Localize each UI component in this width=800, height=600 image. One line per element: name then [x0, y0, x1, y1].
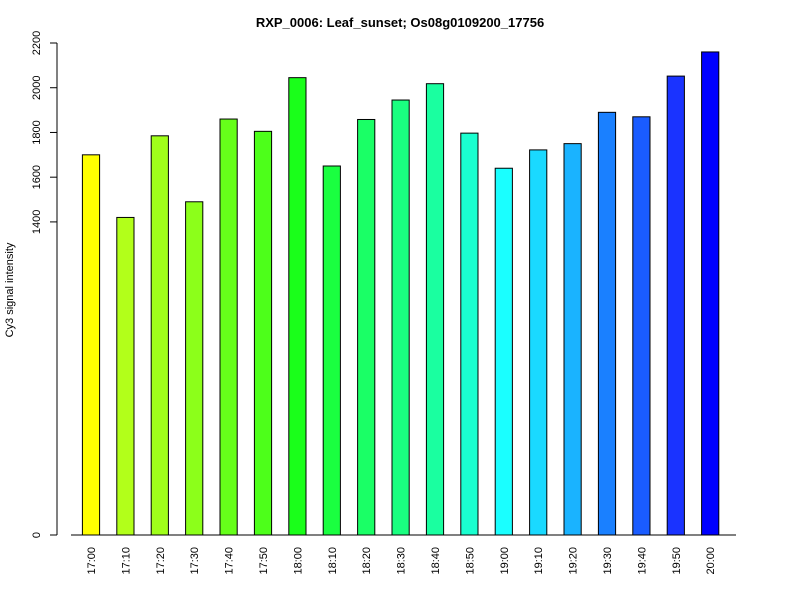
x-tick-label: 17:50: [258, 547, 270, 575]
x-tick-label: 18:00: [292, 547, 304, 575]
bar-1810: [322, 165, 341, 536]
bar-1900: [494, 167, 513, 536]
bar-1700: [81, 154, 101, 536]
bar-1800: [288, 77, 307, 536]
y-tick-label: 1400: [31, 210, 43, 234]
bar-1850: [460, 132, 479, 536]
x-tick-label: 19:50: [671, 547, 683, 575]
y-axis-label: Cy3 signal intensity: [4, 242, 16, 337]
y-tick-label: 1600: [31, 165, 43, 189]
x-tick-label: 19:30: [602, 547, 614, 575]
x-tick-label: 17:30: [189, 547, 201, 575]
x-tick-label: 18:40: [430, 547, 442, 575]
x-tick-label: 17:40: [224, 547, 236, 575]
y-tick-label: 2200: [31, 31, 43, 55]
x-tick-label: 17:10: [120, 547, 132, 575]
bars: [81, 51, 720, 536]
bar-2000: [701, 51, 720, 536]
x-tick-label: 18:10: [327, 547, 339, 575]
x-tick-label: 18:50: [464, 547, 476, 575]
x-tick-label: 19:10: [533, 547, 545, 575]
bar-1940: [632, 116, 651, 536]
bar-1950: [666, 75, 685, 536]
x-tick-label: 19:20: [568, 547, 580, 575]
x-tick-label: 18:20: [361, 547, 373, 575]
bar-1750: [253, 130, 273, 536]
x-tick-label: 19:00: [499, 547, 511, 575]
bar-1710: [116, 216, 135, 536]
x-tick-label: 17:20: [155, 547, 167, 575]
y-tick-label: 1800: [31, 120, 43, 144]
bar-1920: [563, 143, 582, 536]
y-tick-label: 2000: [31, 75, 43, 99]
y-tick-label: 0: [31, 532, 43, 538]
x-tick-label: 19:40: [636, 547, 648, 575]
bar-1910: [529, 149, 548, 536]
chart-title: RXP_0006: Leaf_sunset; Os08g0109200_1775…: [256, 15, 544, 30]
bar-1930: [597, 111, 617, 536]
y-axis: 0 1400 1600 1800 2000 2200: [31, 31, 58, 538]
x-tick-label: 17:00: [86, 547, 98, 575]
bar-1740: [219, 118, 238, 536]
x-axis: 17:00 17:10 17:20 17:30 17:40 17:50 18:00 18:10…: [71, 534, 736, 575]
bar-1730: [185, 201, 204, 536]
x-tick-label: 18:30: [396, 547, 408, 575]
bar-1820: [357, 118, 376, 536]
bar-1840: [425, 83, 445, 536]
bar-1720: [150, 135, 169, 536]
bar-1830: [391, 99, 410, 536]
x-tick-label: 20:00: [705, 547, 717, 575]
